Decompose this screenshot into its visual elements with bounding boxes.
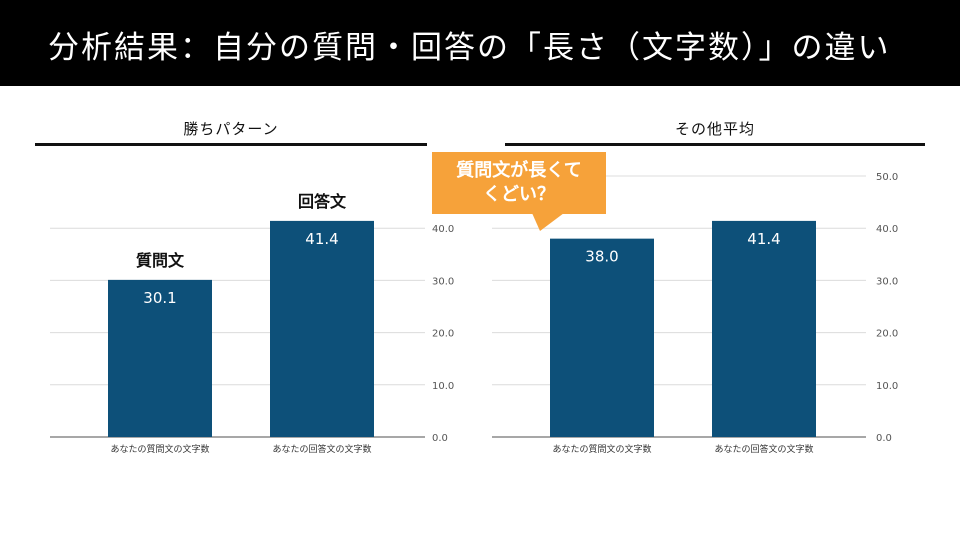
right-y-tick-label: 10.0 (876, 381, 898, 392)
right-y-tick-label: 20.0 (876, 329, 898, 340)
left-y-tick-label: 40.0 (432, 224, 454, 235)
left-y-tick-label: 0.0 (432, 433, 448, 444)
callout-line-1: 質問文が長くて (456, 160, 582, 181)
left-y-tick-label: 30.0 (432, 276, 454, 287)
left-y-tick-label: 10.0 (432, 381, 454, 392)
callout-line-2: くどい？ (483, 184, 555, 205)
right-panel-heading: その他平均 (674, 120, 755, 138)
callout-tail (532, 213, 564, 231)
right-bar-value-label: 38.0 (585, 248, 618, 266)
left-bar-value-label: 41.4 (305, 230, 338, 248)
left-bar-2 (270, 220, 374, 437)
left-heading-rule (35, 143, 427, 146)
right-y-tick-label: 0.0 (876, 433, 892, 444)
right-category-label: あなたの回答文の文字数 (714, 443, 813, 455)
right-heading-rule (505, 143, 925, 146)
title-bar: 分析結果：自分の質問・回答の「長さ（文字数）」の違い (0, 0, 960, 86)
right-y-tick-label: 40.0 (876, 224, 898, 235)
right-category-label: あなたの質問文の文字数 (552, 443, 651, 455)
left-bar-annotation: 回答文 (298, 192, 347, 211)
right-y-tick-label: 50.0 (876, 172, 898, 183)
right-y-tick-label: 30.0 (876, 276, 898, 287)
callout-box: 質問文が長くて くどい？ (432, 152, 606, 214)
left-bar-annotation: 質問文 (136, 251, 185, 270)
right-bar-1 (550, 238, 654, 437)
left-y-tick-label: 20.0 (432, 329, 454, 340)
right-bar-2 (712, 220, 816, 437)
right-bar-value-label: 41.4 (747, 230, 780, 248)
left-bar-1 (108, 279, 212, 437)
left-category-label: あなたの質問文の文字数 (110, 443, 209, 455)
left-panel-heading: 勝ちパターン (183, 120, 279, 138)
left-bar-value-label: 30.1 (143, 289, 176, 307)
slide-title: 分析結果：自分の質問・回答の「長さ（文字数）」の違い (48, 30, 891, 66)
left-category-label: あなたの回答文の文字数 (272, 443, 371, 455)
